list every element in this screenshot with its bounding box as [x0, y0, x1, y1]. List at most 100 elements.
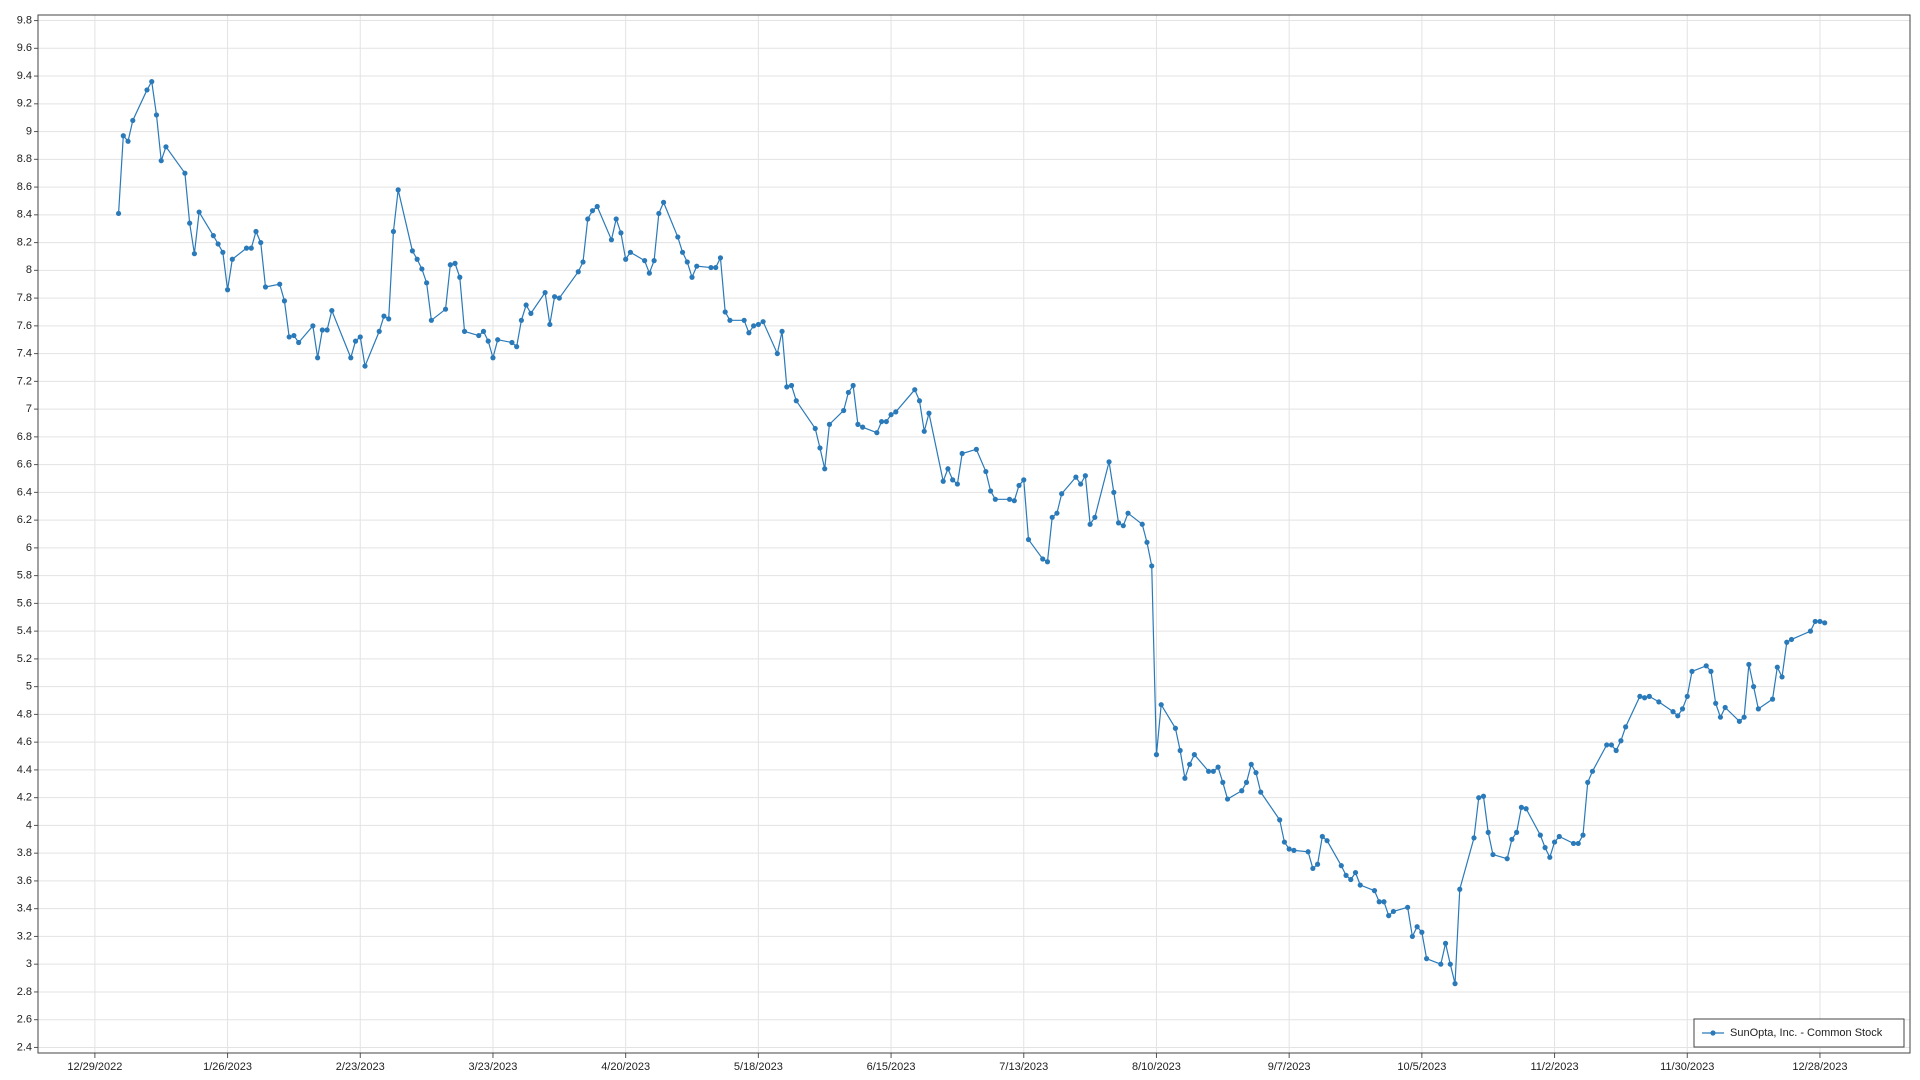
- price-point: [1386, 913, 1392, 919]
- price-point: [518, 317, 525, 323]
- y-tick-label: 9.6: [17, 42, 32, 54]
- price-point: [348, 355, 354, 361]
- price-point: [954, 481, 961, 487]
- price-point: [296, 339, 302, 346]
- price-point: [1518, 804, 1524, 810]
- price-point: [1054, 510, 1060, 516]
- y-tick-label: 8.8: [17, 153, 32, 165]
- price-point: [1286, 846, 1292, 852]
- y-tick-label: 5.6: [17, 597, 32, 609]
- y-tick-label: 6.4: [17, 486, 32, 498]
- price-point: [262, 284, 269, 290]
- legend: SunOpta, Inc. - Common Stock: [1693, 1018, 1905, 1048]
- y-tick-label: 2.4: [17, 1041, 32, 1053]
- y-tick-label: 4.6: [17, 736, 32, 748]
- x-tick-label: 10/5/2023: [1397, 1061, 1446, 1073]
- price-point: [945, 466, 951, 472]
- y-tick-label: 8: [26, 264, 32, 276]
- price-point: [187, 220, 193, 226]
- price-point: [542, 289, 548, 296]
- price-point: [1082, 473, 1088, 479]
- y-tick-label: 4.4: [17, 764, 32, 776]
- price-point: [1457, 886, 1463, 892]
- y-tick-label: 4.2: [17, 792, 32, 804]
- x-tick-label: 7/13/2023: [999, 1061, 1048, 1073]
- price-point: [1016, 482, 1022, 489]
- price-point: [447, 262, 453, 268]
- price-point: [158, 158, 164, 164]
- price-point: [983, 468, 989, 475]
- price-point: [1746, 661, 1752, 668]
- y-tick-label: 7.4: [17, 348, 32, 360]
- price-point: [1485, 829, 1491, 835]
- price-point: [523, 302, 529, 308]
- price-point: [1040, 556, 1046, 562]
- price-point: [779, 328, 785, 334]
- price-point: [1111, 489, 1117, 495]
- price-point: [514, 344, 520, 350]
- price-point: [675, 234, 681, 240]
- price-point: [788, 382, 795, 389]
- price-point: [878, 418, 885, 425]
- y-tick-label: 6: [26, 542, 32, 554]
- price-point: [556, 295, 562, 301]
- price-point: [1044, 559, 1051, 565]
- price-point: [1215, 764, 1221, 770]
- price-point: [594, 203, 600, 210]
- price-point: [362, 363, 368, 369]
- price-point: [1684, 693, 1690, 699]
- price-point: [1078, 481, 1084, 487]
- price-point: [774, 350, 780, 357]
- price-point: [1741, 714, 1747, 720]
- price-point: [1514, 829, 1520, 835]
- price-point: [1784, 639, 1790, 645]
- price-point: [1021, 477, 1027, 483]
- price-point: [1177, 747, 1183, 754]
- price-point: [1324, 838, 1330, 844]
- price-point: [1523, 806, 1529, 812]
- x-tick-label: 12/28/2023: [1792, 1061, 1847, 1073]
- price-point: [1623, 724, 1629, 730]
- price-point: [784, 384, 790, 390]
- x-tick-label: 11/30/2023: [1660, 1061, 1714, 1073]
- price-point: [215, 241, 221, 247]
- price-point: [1575, 840, 1581, 847]
- y-tick-label: 2.6: [17, 1014, 32, 1026]
- price-point: [144, 87, 150, 93]
- price-point: [1779, 674, 1785, 680]
- price-point: [1708, 668, 1714, 674]
- price-point: [1689, 668, 1695, 674]
- price-point: [1011, 498, 1017, 504]
- price-point: [660, 199, 667, 205]
- x-tick-label: 9/7/2023: [1268, 1061, 1311, 1073]
- price-point: [153, 112, 160, 118]
- price-point: [1509, 836, 1515, 842]
- price-point: [163, 144, 169, 150]
- price-point: [490, 355, 496, 361]
- price-point: [461, 328, 468, 334]
- price-point: [1182, 775, 1188, 781]
- x-tick-label: 6/15/2023: [867, 1061, 916, 1073]
- x-tick-label: 5/18/2023: [734, 1061, 783, 1073]
- price-point: [755, 321, 761, 328]
- price-point: [741, 317, 747, 323]
- y-tick-label: 6.8: [17, 431, 32, 443]
- price-point: [1713, 700, 1719, 706]
- y-tick-label: 7.2: [17, 375, 32, 387]
- y-tick-label: 5.8: [17, 570, 32, 582]
- price-point: [1812, 618, 1818, 625]
- price-point: [1338, 863, 1344, 869]
- price-point: [1817, 618, 1823, 625]
- price-point: [210, 233, 216, 239]
- price-point: [1210, 768, 1216, 774]
- price-point: [1542, 845, 1548, 851]
- y-tick-label: 4.8: [17, 708, 32, 720]
- price-point: [1419, 929, 1425, 935]
- x-tick-label: 8/10/2023: [1132, 1061, 1181, 1073]
- price-point: [746, 330, 752, 336]
- price-point: [855, 421, 861, 427]
- x-tick-label: 2/23/2023: [336, 1061, 385, 1073]
- price-point: [608, 237, 615, 243]
- price-point: [950, 477, 956, 483]
- price-point: [324, 327, 330, 333]
